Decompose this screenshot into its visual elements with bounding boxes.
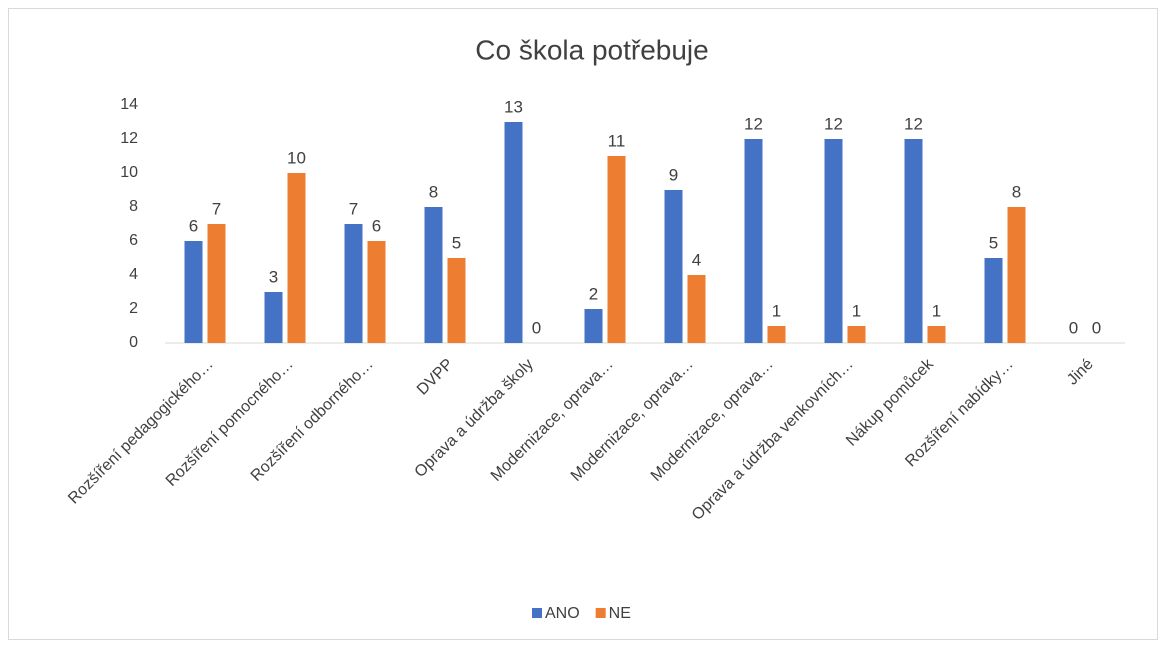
data-label: 1 bbox=[852, 301, 861, 320]
bar bbox=[607, 156, 626, 343]
y-tick-label: 8 bbox=[129, 198, 138, 215]
data-label: 6 bbox=[372, 216, 381, 235]
bar bbox=[847, 326, 866, 343]
data-label: 12 bbox=[744, 114, 763, 133]
y-tick-label: 0 bbox=[129, 334, 138, 351]
data-label: 5 bbox=[452, 233, 461, 252]
y-tick-label: 14 bbox=[120, 96, 138, 113]
y-tick-label: 12 bbox=[120, 130, 138, 147]
data-label: 11 bbox=[608, 131, 626, 150]
legend-label: ANO bbox=[545, 605, 580, 622]
data-label: 13 bbox=[504, 97, 523, 116]
bar bbox=[184, 241, 203, 343]
y-tick-label: 2 bbox=[129, 300, 138, 317]
legend-label: NE bbox=[609, 605, 631, 622]
data-label: 8 bbox=[429, 182, 438, 201]
bar bbox=[584, 309, 603, 343]
bar bbox=[664, 190, 683, 343]
bar bbox=[264, 292, 283, 343]
data-label: 1 bbox=[932, 301, 941, 320]
bar bbox=[824, 139, 843, 343]
data-label: 0 bbox=[1092, 318, 1101, 337]
data-label: 1 bbox=[772, 301, 781, 320]
data-label: 7 bbox=[212, 199, 221, 218]
bar bbox=[984, 258, 1003, 343]
legend-swatch bbox=[595, 608, 606, 618]
bar bbox=[207, 224, 226, 343]
bar bbox=[904, 139, 923, 343]
y-tick-label: 4 bbox=[129, 266, 138, 283]
y-tick-label: 10 bbox=[120, 164, 138, 181]
bar bbox=[287, 173, 306, 343]
data-label: 3 bbox=[269, 267, 278, 286]
bar bbox=[447, 258, 466, 343]
data-label: 2 bbox=[589, 284, 598, 303]
data-label: 0 bbox=[1069, 318, 1078, 337]
bar bbox=[367, 241, 386, 343]
bar bbox=[744, 139, 763, 343]
bar bbox=[344, 224, 363, 343]
bar bbox=[504, 122, 523, 343]
data-label: 12 bbox=[904, 114, 923, 133]
bar bbox=[927, 326, 946, 343]
y-tick-label: 6 bbox=[129, 232, 138, 249]
chart-title: Co škola potřebuje bbox=[475, 34, 708, 65]
data-label: 6 bbox=[189, 216, 198, 235]
data-label: 12 bbox=[824, 114, 843, 133]
data-label: 9 bbox=[669, 165, 678, 184]
data-label: 8 bbox=[1012, 182, 1021, 201]
bar bbox=[424, 207, 443, 343]
legend-swatch bbox=[532, 608, 542, 618]
bar bbox=[687, 275, 706, 343]
data-label: 7 bbox=[349, 199, 358, 218]
data-label: 4 bbox=[692, 250, 701, 269]
bar bbox=[1007, 207, 1026, 343]
data-label: 0 bbox=[532, 318, 541, 337]
bar bbox=[767, 326, 786, 343]
data-label: 10 bbox=[287, 148, 306, 167]
data-label: 5 bbox=[989, 233, 998, 252]
